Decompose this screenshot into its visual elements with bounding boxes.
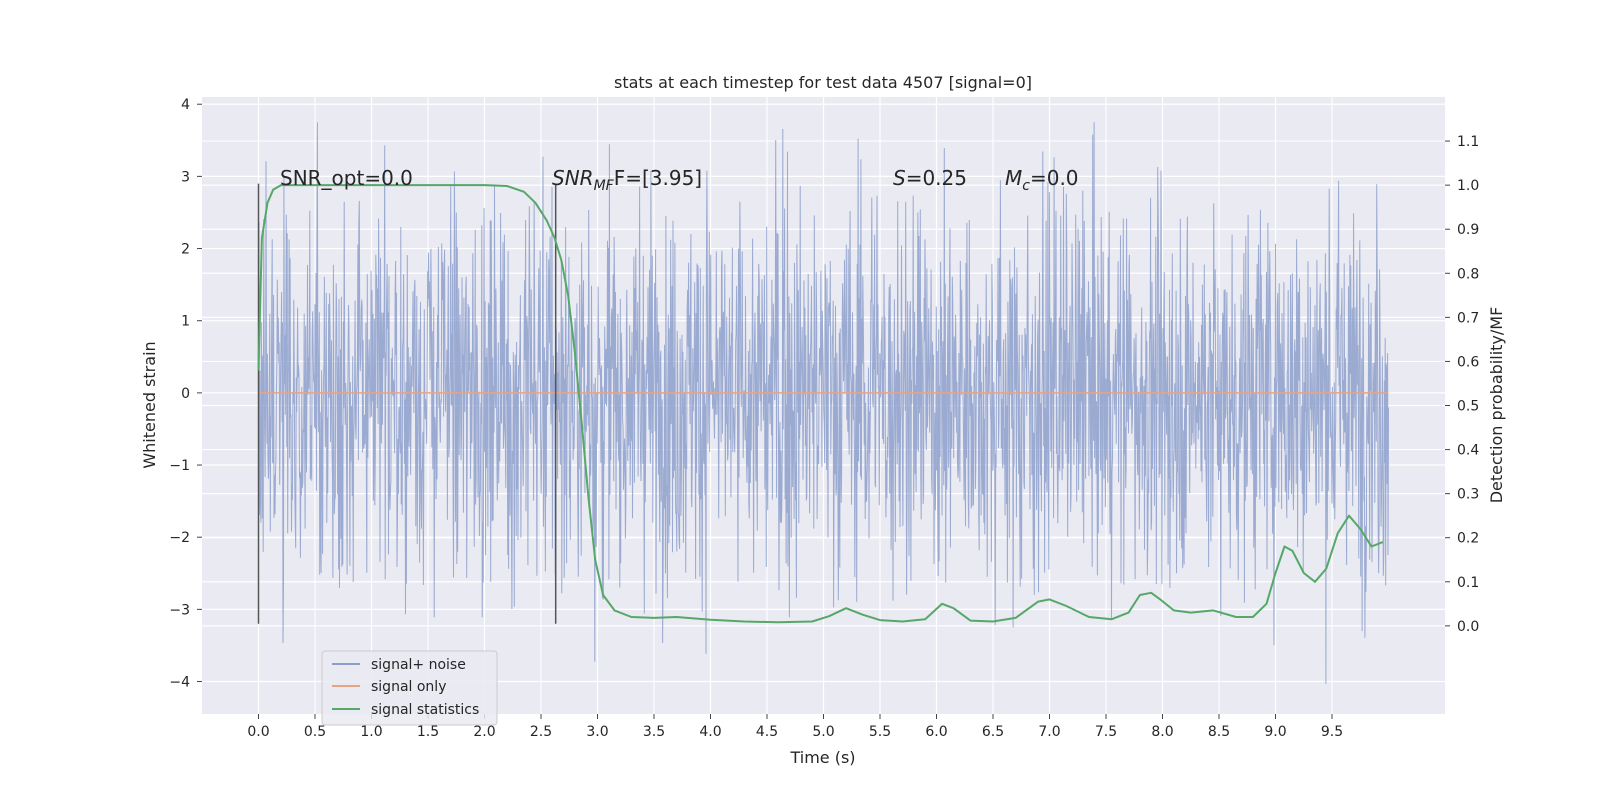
- x-tick-label: 9.5: [1321, 724, 1343, 740]
- y-right-tick-label: 0.9: [1457, 222, 1479, 238]
- annotation-snr-mf: SNRMFF=[3.95]: [552, 166, 702, 194]
- x-tick-label: 6.5: [982, 724, 1004, 740]
- y-left-tick-labels: 4 3 2 1 0 −1 −2 −3 −4: [169, 97, 202, 691]
- annotation-s-value: =0.25: [906, 166, 967, 190]
- chart-title: stats at each timestep for test data 450…: [614, 73, 1032, 92]
- y-right-tick-label: 0.2: [1457, 531, 1479, 547]
- x-tick-label: 4.0: [699, 724, 721, 740]
- x-tick-label: 7.5: [1095, 724, 1117, 740]
- x-tick-label: 0.0: [247, 724, 269, 740]
- annotation-s: S=0.25: [893, 166, 967, 190]
- y-right-tick-label: 1.0: [1457, 178, 1479, 194]
- x-tick-label: 8.5: [1208, 724, 1230, 740]
- y-left-tick-label: 1: [181, 314, 190, 330]
- y-left-axis-label: Whitened strain: [140, 341, 159, 468]
- y-right-tick-label: 0.1: [1457, 575, 1479, 591]
- y-right-tick-label: 1.1: [1457, 134, 1479, 150]
- x-tick-label: 6.0: [925, 724, 947, 740]
- x-tick-label: 0.5: [304, 724, 326, 740]
- x-tick-label: 3.5: [643, 724, 665, 740]
- y-right-tick-label: 0.8: [1457, 266, 1479, 282]
- x-tick-label: 2.5: [530, 724, 552, 740]
- legend-label-signal-statistics: signal statistics: [371, 702, 479, 718]
- y-right-tick-label: 0.3: [1457, 487, 1479, 503]
- annotation-snr-mf-base: SNR: [552, 166, 594, 190]
- y-left-tick-label: 0: [181, 386, 190, 402]
- x-tick-label: 8.0: [1151, 724, 1173, 740]
- x-tick-label: 9.0: [1264, 724, 1286, 740]
- x-tick-label: 2.0: [473, 724, 495, 740]
- y-right-tick-labels: 1.1 1.0 0.9 0.8 0.7 0.6 0.5 0.4 0.3 0.2 0.1 0.0: [1445, 134, 1479, 635]
- x-tick-labels: 0.0 0.5 1.0 1.5 2.0 2.5 3.0 3.5 4.0 4.5 5.0 5.5 6.0 6…: [247, 714, 1343, 740]
- y-left-tick-label: −1: [169, 458, 190, 474]
- x-tick-label: 5.0: [812, 724, 834, 740]
- y-right-tick-label: 0.6: [1457, 354, 1479, 370]
- y-left-tick-label: −2: [169, 530, 190, 546]
- y-left-tick-label: 2: [181, 242, 190, 258]
- legend-label-signal-only: signal only: [371, 679, 446, 695]
- series-line-signal-statistics: [257, 184, 1384, 624]
- y-left-tick-label: −3: [169, 602, 190, 618]
- annotation-snr-mf-rest: F=[3.95]: [614, 166, 702, 190]
- y-left-tick-label: −4: [169, 675, 190, 691]
- x-tick-label: 5.5: [869, 724, 891, 740]
- x-tick-label: 1.5: [417, 724, 439, 740]
- annotation-snr-mf-sub: MF: [594, 178, 615, 194]
- legend-box: [321, 650, 498, 726]
- legend: signal+ noise signal only signal statist…: [321, 650, 498, 726]
- annotation-mc-sub: c: [1022, 178, 1030, 194]
- legend-label-signal-noise: signal+ noise: [371, 657, 466, 673]
- x-tick-label: 1.0: [360, 724, 382, 740]
- y-right-tick-label: 0.7: [1457, 310, 1479, 326]
- series-line-signal-noise: [258, 122, 1389, 684]
- y-right-axis-label: Detection probability/MF: [1487, 307, 1506, 504]
- series-signal-noise: [258, 122, 1389, 684]
- x-tick-label: 3.0: [586, 724, 608, 740]
- marker-lines: [257, 183, 557, 624]
- annotations: SNR_opt=0.0 SNRMFF=[3.95] S=0.25 Mc=0.0: [280, 166, 1079, 194]
- annotation-snr-opt: SNR_opt=0.0: [280, 166, 413, 190]
- y-left-tick-label: 3: [181, 169, 190, 185]
- y-right-tick-label: 0.0: [1457, 619, 1479, 635]
- x-tick-label: 7.0: [1038, 724, 1060, 740]
- annotation-mc-symbol: M: [1005, 166, 1022, 190]
- x-tick-label: 4.5: [756, 724, 778, 740]
- annotation-mc-value: =0.0: [1030, 166, 1079, 190]
- y-right-tick-label: 0.5: [1457, 399, 1479, 415]
- annotation-s-symbol: S: [893, 166, 906, 190]
- y-right-tick-label: 0.4: [1457, 443, 1479, 459]
- series-signal-statistics: [257, 184, 1384, 624]
- x-axis-label: Time (s): [789, 748, 855, 767]
- annotation-mc: Mc=0.0: [1005, 166, 1079, 194]
- y-left-tick-label: 4: [181, 97, 190, 113]
